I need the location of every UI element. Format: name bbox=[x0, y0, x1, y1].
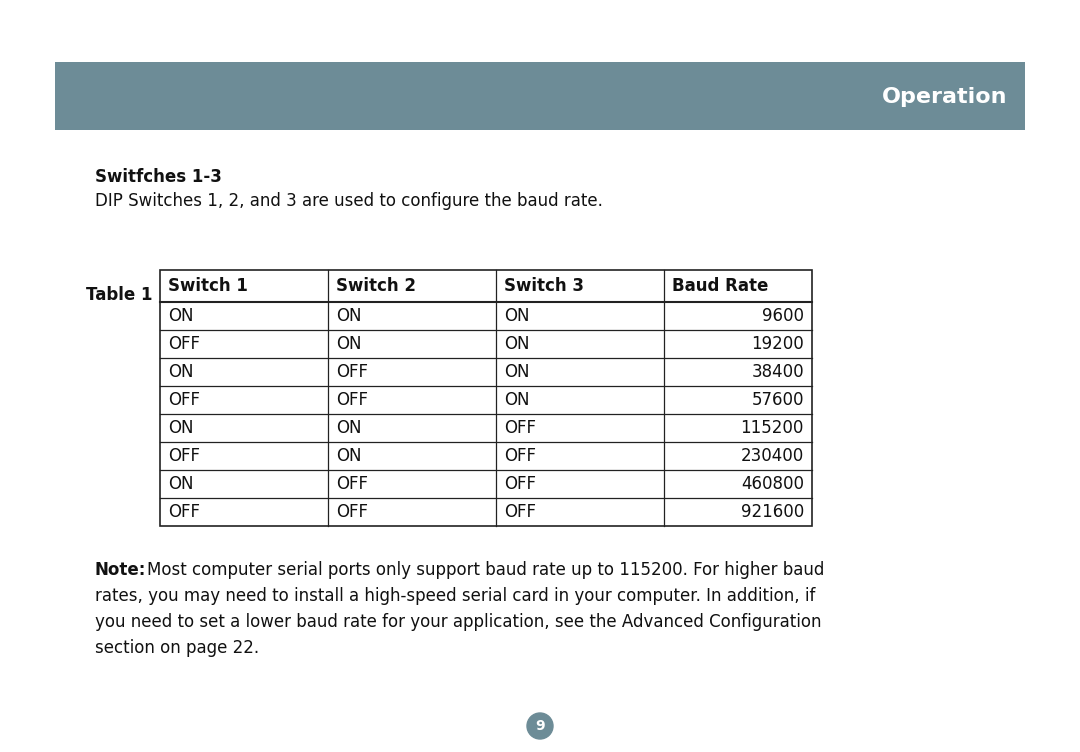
Text: OFF: OFF bbox=[168, 335, 200, 353]
Text: you need to set a lower baud rate for your application, see the Advanced Configu: you need to set a lower baud rate for yo… bbox=[95, 613, 822, 631]
Text: Most computer serial ports only support baud rate up to 115200. For higher baud: Most computer serial ports only support … bbox=[147, 561, 824, 579]
Text: ON: ON bbox=[504, 307, 529, 325]
Text: Switfches 1-3: Switfches 1-3 bbox=[95, 168, 221, 186]
Text: Operation: Operation bbox=[881, 87, 1007, 107]
Text: OFF: OFF bbox=[168, 447, 200, 465]
Text: OFF: OFF bbox=[336, 363, 368, 381]
Text: ON: ON bbox=[336, 447, 362, 465]
Text: OFF: OFF bbox=[504, 419, 536, 437]
Text: rates, you may need to install a high-speed serial card in your computer. In add: rates, you may need to install a high-sp… bbox=[95, 587, 815, 605]
Text: OFF: OFF bbox=[168, 503, 200, 521]
Text: Switch 2: Switch 2 bbox=[336, 277, 416, 295]
Bar bbox=[55, 62, 1025, 130]
Text: ON: ON bbox=[168, 475, 193, 493]
Text: Baud Rate: Baud Rate bbox=[672, 277, 768, 295]
Text: OFF: OFF bbox=[336, 475, 368, 493]
Text: ON: ON bbox=[168, 307, 193, 325]
Text: 9600: 9600 bbox=[762, 307, 804, 325]
Text: 115200: 115200 bbox=[741, 419, 804, 437]
Text: ON: ON bbox=[168, 419, 193, 437]
Text: 19200: 19200 bbox=[752, 335, 804, 353]
Text: ON: ON bbox=[336, 419, 362, 437]
Text: 57600: 57600 bbox=[752, 391, 804, 409]
Text: section on page 22.: section on page 22. bbox=[95, 639, 259, 657]
Text: ON: ON bbox=[504, 363, 529, 381]
Text: OFF: OFF bbox=[504, 447, 536, 465]
Text: 460800: 460800 bbox=[741, 475, 804, 493]
Text: OFF: OFF bbox=[504, 503, 536, 521]
Text: Note:: Note: bbox=[95, 561, 147, 579]
Text: Table 1: Table 1 bbox=[85, 286, 152, 304]
Circle shape bbox=[527, 713, 553, 739]
Text: OFF: OFF bbox=[168, 391, 200, 409]
Text: 921600: 921600 bbox=[741, 503, 804, 521]
Text: ON: ON bbox=[504, 335, 529, 353]
Text: DIP Switches 1, 2, and 3 are used to configure the baud rate.: DIP Switches 1, 2, and 3 are used to con… bbox=[95, 192, 603, 210]
Bar bbox=[160, 270, 812, 526]
Text: ON: ON bbox=[336, 335, 362, 353]
Text: OFF: OFF bbox=[336, 503, 368, 521]
Text: ON: ON bbox=[504, 391, 529, 409]
Text: OFF: OFF bbox=[504, 475, 536, 493]
Text: Switch 3: Switch 3 bbox=[504, 277, 584, 295]
Text: ON: ON bbox=[168, 363, 193, 381]
Text: 9: 9 bbox=[536, 720, 544, 733]
Text: ON: ON bbox=[336, 307, 362, 325]
Text: 230400: 230400 bbox=[741, 447, 804, 465]
Text: Switch 1: Switch 1 bbox=[168, 277, 248, 295]
Text: OFF: OFF bbox=[336, 391, 368, 409]
Text: 38400: 38400 bbox=[752, 363, 804, 381]
